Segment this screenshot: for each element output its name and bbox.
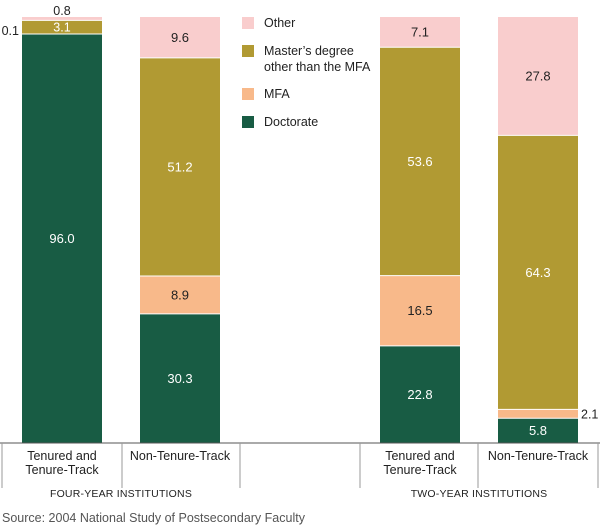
bar-segment-3-2 — [498, 135, 578, 410]
bar-segment-0-2 — [22, 20, 102, 34]
data-label: 51.2 — [167, 159, 192, 174]
legend-label: MFA — [264, 87, 290, 101]
group-label: TWO-YEAR INSTITUTIONS — [411, 488, 548, 500]
data-label: 27.8 — [525, 69, 550, 84]
bar-segment-1-1 — [140, 276, 220, 314]
bar-segment-1-2 — [140, 57, 220, 277]
legend-label: Doctorate — [264, 115, 318, 129]
legend-swatch — [242, 45, 254, 57]
category-label: Non-Tenure-Track — [130, 449, 231, 463]
data-label: 7.1 — [411, 25, 429, 40]
data-label: 3.1 — [53, 21, 70, 35]
data-label: 96.0 — [49, 231, 74, 246]
legend-label: Master’s degree — [264, 44, 354, 58]
data-label: 2.1 — [581, 407, 598, 421]
data-label: 0.1 — [2, 24, 19, 38]
category-label: Tenured and — [27, 449, 97, 463]
bar-segment-2-0 — [380, 345, 460, 443]
legend-swatch — [242, 116, 254, 128]
bar-segment-3-0 — [498, 418, 578, 443]
data-label: 22.8 — [407, 387, 432, 402]
bar-segment-0-3 — [22, 17, 102, 21]
data-label: 8.9 — [171, 287, 189, 302]
bar-segment-1-3 — [140, 17, 220, 58]
bar-segment-3-1 — [498, 409, 578, 419]
legend-label: other than the MFA — [264, 60, 371, 74]
bar-segment-2-2 — [380, 47, 460, 276]
category-label: Tenure-Track — [25, 463, 99, 477]
data-label: 64.3 — [525, 265, 550, 280]
data-label: 53.6 — [407, 154, 432, 169]
group-label: FOUR-YEAR INSTITUTIONS — [50, 488, 192, 500]
data-label: 16.5 — [407, 303, 432, 318]
category-label: Non-Tenure-Track — [488, 449, 589, 463]
data-label: 30.3 — [167, 371, 192, 386]
bar-segment-3-3 — [498, 17, 578, 136]
category-label: Tenured and — [385, 449, 455, 463]
legend-label: Other — [264, 16, 295, 30]
bar-segment-1-0 — [140, 313, 220, 443]
legend-swatch — [242, 17, 254, 29]
source-note: Source: 2004 National Study of Postsecon… — [2, 511, 305, 525]
bar-segment-0-0 — [22, 34, 102, 443]
data-label: 9.6 — [171, 30, 189, 45]
data-label: 0.8 — [53, 4, 70, 18]
data-label: 5.8 — [529, 423, 547, 438]
category-label: Tenure-Track — [383, 463, 457, 477]
bar-segment-2-1 — [380, 275, 460, 346]
bar-segment-2-3 — [380, 17, 460, 48]
legend-swatch — [242, 88, 254, 100]
